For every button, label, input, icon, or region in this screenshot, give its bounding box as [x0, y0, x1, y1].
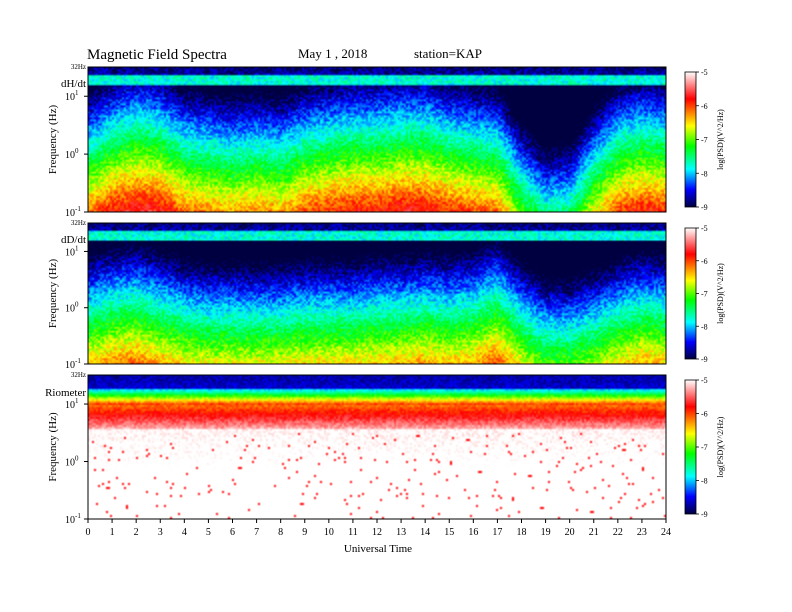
- x-tick-label: 15: [444, 527, 454, 538]
- colorbar-gradient: [684, 227, 697, 360]
- y-axis-label: Frequency (Hz): [47, 412, 59, 482]
- x-tick-label: 20: [565, 527, 575, 538]
- y-tick-exponent: -1: [75, 357, 81, 365]
- x-tick-label: 19: [541, 527, 551, 538]
- x-tick-label: 3: [158, 527, 163, 538]
- colorbar-tick-label: -5: [701, 68, 708, 77]
- top-frequency-label: 32Hz: [71, 63, 86, 71]
- x-axis-label: Universal Time: [344, 543, 412, 555]
- colorbar-label: log(PSD)(V^2/Hz): [716, 263, 725, 324]
- y-tick-exponent: 0: [75, 147, 79, 155]
- colorbar: -5 -6 -7 -8 -9 log(PSD)(V^2/Hz): [684, 68, 725, 212]
- x-tick-label: 24: [661, 527, 671, 538]
- y-tick-exponent: 1: [75, 244, 79, 252]
- x-tick-label: 11: [348, 527, 358, 538]
- spectrogram-image: [88, 223, 666, 364]
- plot-frame: [87, 66, 667, 213]
- x-tick-label: 10: [324, 527, 334, 538]
- colorbar-tick-label: -5: [701, 224, 708, 233]
- colorbar-tick-label: -5: [701, 376, 708, 385]
- spectrogram-image: [88, 67, 666, 212]
- colorbar-tick-label: -9: [701, 355, 708, 364]
- colorbar-gradient: [684, 379, 697, 515]
- x-tick-label: 7: [254, 527, 259, 538]
- top-frequency-label: 32Hz: [71, 371, 86, 379]
- y-tick-exponent: -1: [75, 205, 81, 213]
- x-tick-label: 9: [302, 527, 307, 538]
- x-tick-label: 6: [230, 527, 235, 538]
- colorbar-tick-label: -8: [701, 169, 708, 178]
- colorbar-label: log(PSD)(V^2/Hz): [716, 109, 725, 170]
- y-tick-label: 10: [65, 515, 75, 526]
- panel-label: dH/dt: [61, 78, 86, 90]
- y-tick-label: 10: [65, 92, 75, 103]
- colorbar: -5 -6 -7 -8 -9 log(PSD)(V^2/Hz): [684, 224, 725, 364]
- x-tick-label: 17: [492, 527, 502, 538]
- plot-frame: [87, 222, 667, 365]
- spectrogram-image: [88, 375, 666, 519]
- colorbar-gradient: [684, 71, 697, 208]
- colorbar-tick-label: -8: [701, 477, 708, 486]
- panel-label: Riometer: [45, 387, 86, 399]
- x-tick-label: 1: [110, 527, 115, 538]
- colorbar-tick-label: -9: [701, 510, 708, 519]
- x-axis: 0 1 2 3 4 5 6 7 8 9 10 11 12 13 14 15 16 17 18 19 20 21 22 23 24: [86, 519, 671, 538]
- x-tick-label: 18: [517, 527, 527, 538]
- x-tick-label: 12: [372, 527, 382, 538]
- x-tick-label: 14: [420, 527, 430, 538]
- x-tick-label: 8: [278, 527, 283, 538]
- date-label: May 1 , 2018: [298, 46, 367, 61]
- y-tick-label: 10: [65, 360, 75, 371]
- y-tick-label: 10: [65, 458, 75, 469]
- y-tick-exponent: -1: [75, 512, 81, 520]
- colorbar: -5 -6 -7 -8 -9 log(PSD)(V^2/Hz): [684, 376, 725, 519]
- x-tick-label: 2: [134, 527, 139, 538]
- colorbar-tick-label: -7: [701, 136, 708, 145]
- y-tick-label: 10: [65, 400, 75, 411]
- colorbar-tick-label: -6: [701, 102, 708, 111]
- x-tick-label: 22: [613, 527, 623, 538]
- x-tick-label: 5: [206, 527, 211, 538]
- colorbar-tick-label: -8: [701, 322, 708, 331]
- y-tick-label: 10: [65, 247, 75, 258]
- y-tick-exponent: 1: [75, 397, 79, 405]
- y-tick-exponent: 0: [75, 455, 79, 463]
- y-tick-exponent: 0: [75, 301, 79, 309]
- x-tick-label: 21: [589, 527, 599, 538]
- x-tick-label: 13: [396, 527, 406, 538]
- colorbar-tick-label: -6: [701, 410, 708, 419]
- y-tick-label: 10: [65, 304, 75, 315]
- x-tick-label: 23: [637, 527, 647, 538]
- colorbar-tick-label: -7: [701, 290, 708, 299]
- colorbar-tick-label: -9: [701, 203, 708, 212]
- x-tick-label: 16: [468, 527, 478, 538]
- x-tick-label: 0: [86, 527, 91, 538]
- panel-label: dD/dt: [61, 234, 86, 246]
- chart-title: Magnetic Field Spectra: [87, 47, 227, 63]
- colorbar-label: log(PSD)(V^2/Hz): [716, 416, 725, 477]
- colorbar-tick-label: -6: [701, 257, 708, 266]
- y-axis-label: Frequency (Hz): [47, 259, 59, 329]
- x-tick-label: 4: [182, 527, 187, 538]
- y-tick-label: 10: [65, 208, 75, 219]
- colorbar-tick-label: -7: [701, 443, 708, 452]
- y-axis-label: Frequency (Hz): [47, 105, 59, 175]
- y-tick-label: 10: [65, 150, 75, 161]
- y-tick-exponent: 1: [75, 89, 79, 97]
- station-label: station=KAP: [414, 46, 482, 61]
- top-frequency-label: 32Hz: [71, 219, 86, 227]
